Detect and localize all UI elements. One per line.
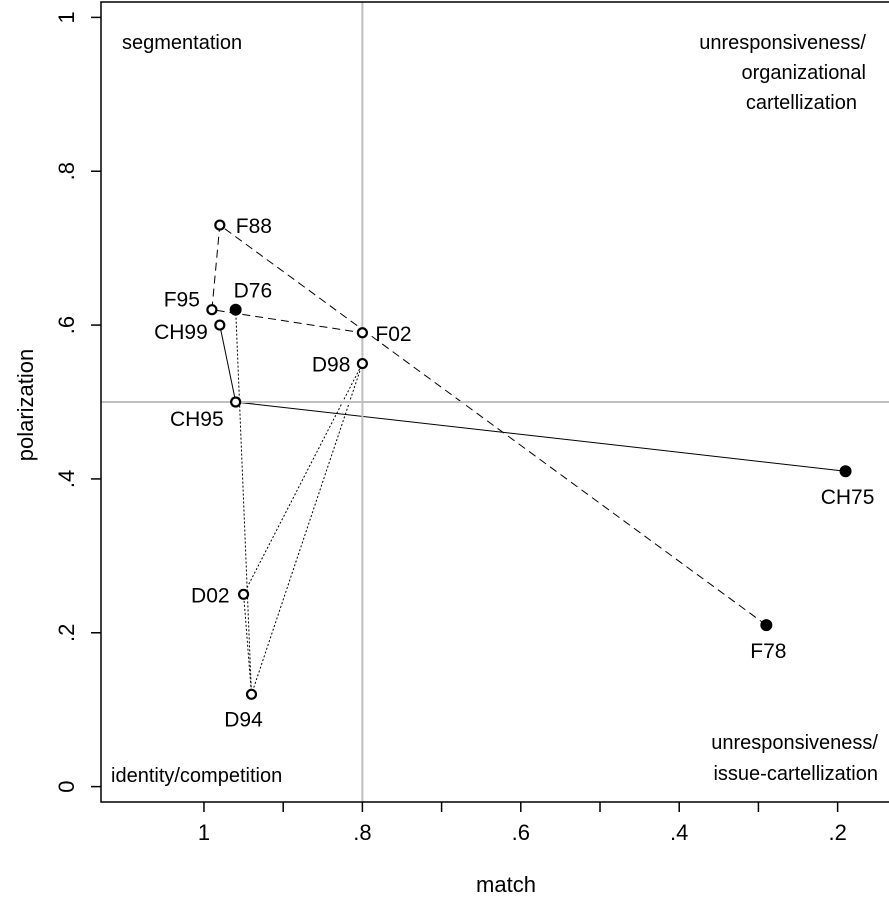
x-axis-title: match <box>476 872 536 897</box>
data-points <box>206 219 852 700</box>
point-label-d76: D76 <box>234 280 273 303</box>
point-label-f88: F88 <box>236 215 272 238</box>
quadrant-label-bottom-left: identity/competition <box>111 765 282 787</box>
point-ch75 <box>839 465 852 478</box>
point-labels: F88 F95 D76 CH99 F02 D98 CH95 CH75 D02 F78 D94 <box>154 215 874 731</box>
y-axis: 0 .2 .4 .6 .8 1 <box>54 11 101 793</box>
point-label-ch75: CH75 <box>821 486 875 509</box>
y-tick-label: .8 <box>54 162 79 180</box>
series-line-dashed <box>211 224 767 626</box>
quadrant-label-top-right-3: cartellization <box>746 92 857 114</box>
quadrant-label-bottom-right-2: issue-cartellization <box>713 763 878 785</box>
point-ch95 <box>230 396 242 408</box>
point-label-d94: D94 <box>224 708 263 731</box>
point-label-ch95: CH95 <box>170 408 224 431</box>
y-tick-label: 0 <box>54 780 79 792</box>
point-f88 <box>214 219 226 231</box>
point-d98 <box>356 357 368 370</box>
quadrant-label-top-left: segmentation <box>122 32 242 54</box>
point-d76 <box>229 303 242 316</box>
point-d94 <box>245 688 258 700</box>
point-label-d02: D02 <box>191 584 230 607</box>
x-tick-label: .4 <box>670 820 688 845</box>
y-tick-label: .6 <box>54 316 79 334</box>
y-tick-label: .4 <box>54 470 79 488</box>
plot-frame <box>100 1 889 803</box>
quadrant-label-top-right-2: organizational <box>741 62 866 84</box>
point-ch99 <box>214 319 226 331</box>
point-f02 <box>356 327 368 339</box>
y-axis-title: polarization <box>13 349 38 462</box>
point-f78 <box>760 619 773 632</box>
quadrant-label-top-right-1: unresponsiveness/ <box>699 32 866 54</box>
point-label-d98: D98 <box>312 354 351 377</box>
point-label-ch99: CH99 <box>154 321 208 344</box>
connecting-lines <box>211 224 846 695</box>
x-axis: 1 .8 .6 .4 .2 <box>198 802 847 845</box>
y-tick-label: 1 <box>54 11 79 23</box>
point-d02 <box>237 588 250 600</box>
x-tick-label: 1 <box>198 820 210 845</box>
x-tick-label: .6 <box>512 820 530 845</box>
point-f95 <box>206 304 218 316</box>
y-tick-label: .2 <box>54 624 79 642</box>
reference-lines <box>101 2 889 802</box>
point-label-f02: F02 <box>375 323 411 346</box>
x-tick-label: .2 <box>828 820 846 845</box>
point-label-f78: F78 <box>750 640 786 663</box>
x-tick-label: .8 <box>353 820 371 845</box>
series-line-solid <box>219 324 846 472</box>
point-label-f95: F95 <box>164 289 200 312</box>
quadrant-label-bottom-right-1: unresponsiveness/ <box>711 732 878 754</box>
